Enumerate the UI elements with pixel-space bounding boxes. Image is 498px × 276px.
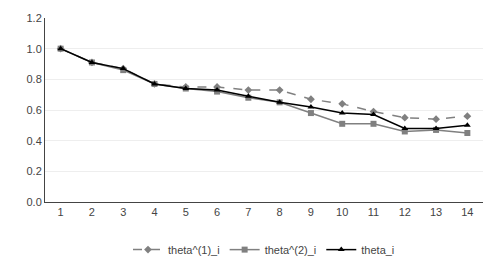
- svg-text:10: 10: [336, 206, 348, 218]
- svg-text:0.0: 0.0: [27, 196, 42, 208]
- svg-text:3: 3: [120, 206, 126, 218]
- svg-text:7: 7: [245, 206, 251, 218]
- svg-text:0.6: 0.6: [27, 104, 42, 116]
- svg-text:0.8: 0.8: [27, 73, 42, 85]
- svg-text:14: 14: [461, 206, 473, 218]
- svg-text:2: 2: [89, 206, 95, 218]
- svg-text:4: 4: [151, 206, 157, 218]
- svg-text:0.2: 0.2: [27, 165, 42, 177]
- svg-text:1.2: 1.2: [27, 12, 42, 24]
- svg-text:0.4: 0.4: [27, 135, 42, 147]
- svg-text:theta_i: theta_i: [361, 244, 394, 256]
- svg-text:12: 12: [399, 206, 411, 218]
- svg-text:8: 8: [277, 206, 283, 218]
- svg-text:1: 1: [58, 206, 64, 218]
- svg-text:1.0: 1.0: [27, 43, 42, 55]
- svg-text:13: 13: [430, 206, 442, 218]
- svg-text:6: 6: [214, 206, 220, 218]
- svg-text:11: 11: [368, 206, 379, 218]
- svg-text:theta^(2)_i: theta^(2)_i: [265, 244, 317, 256]
- svg-text:theta^(1)_i: theta^(1)_i: [168, 244, 220, 256]
- svg-text:9: 9: [308, 206, 314, 218]
- svg-text:5: 5: [183, 206, 189, 218]
